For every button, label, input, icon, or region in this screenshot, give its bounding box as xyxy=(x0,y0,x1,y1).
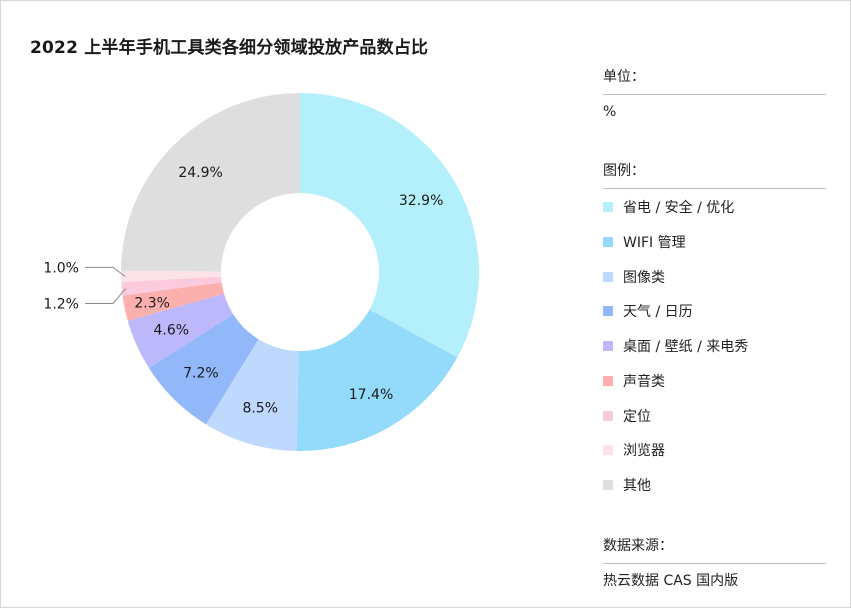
data-label-2: 8.5% xyxy=(242,400,278,416)
slice-1 xyxy=(296,309,458,451)
chart-title: 2022 上半年手机工具类各细分领域投放产品数占比 xyxy=(30,38,429,58)
legend-item-8: 其他 xyxy=(603,475,651,495)
legend-label: 桌面 / 壁纸 / 来电秀 xyxy=(623,339,749,355)
legend-label: 其他 xyxy=(623,478,651,494)
slice-0 xyxy=(300,93,479,358)
unit-section: 单位： xyxy=(603,66,826,95)
slice-8 xyxy=(121,93,300,272)
legend-section: 图例： xyxy=(603,160,826,189)
legend-label: 省电 / 安全 / 优化 xyxy=(623,200,735,216)
legend-swatch xyxy=(603,410,613,421)
legend-label: 图例： xyxy=(603,163,645,179)
source-label: 数据来源： xyxy=(603,538,673,554)
legend-item-7: 浏览器 xyxy=(603,440,665,460)
legend-item-2: 图像类 xyxy=(603,267,665,287)
donut-chart: 32.9% 17.4% 8.5% 7.2% 4.6% 2.3% 1.2% 1.0% 24.9% xyxy=(43,93,479,451)
data-label-0: 32.9% xyxy=(399,193,443,209)
legend-item-5: 声音类 xyxy=(603,371,665,391)
legend-swatch xyxy=(603,236,613,247)
legend-swatch xyxy=(603,341,613,351)
legend-label: 声音类 xyxy=(623,373,665,390)
unit-divider xyxy=(603,94,826,95)
legend-swatch xyxy=(603,375,613,386)
legend-swatch xyxy=(603,271,613,282)
slice-7 xyxy=(121,270,222,283)
source-value: 热云数据 CAS 国内版 xyxy=(603,573,739,589)
source-section: 数据来源： xyxy=(603,535,826,564)
legend-swatch xyxy=(603,480,613,490)
legend-item-3: 天气 / 日历 xyxy=(603,301,693,321)
legend-item-1: WIFI 管理 xyxy=(603,232,686,252)
leader-line-6 xyxy=(85,288,127,304)
source-value-wrap: 热云数据 CAS 国内版 xyxy=(603,570,826,590)
legend-label: 天气 / 日历 xyxy=(623,304,693,321)
legend-label: WIFI 管理 xyxy=(623,234,686,251)
legend-item-6: 定位 xyxy=(603,406,651,426)
legend-divider xyxy=(603,188,826,189)
data-label-7: 1.0% xyxy=(43,260,79,276)
slice-4 xyxy=(127,293,234,368)
slice-6 xyxy=(121,276,222,296)
slice-2 xyxy=(205,339,299,451)
source-divider xyxy=(603,563,826,564)
slice-5 xyxy=(122,282,224,321)
data-label-4: 4.6% xyxy=(154,323,190,339)
unit-value-wrap: % xyxy=(603,104,826,120)
data-label-3: 7.2% xyxy=(183,365,219,381)
legend-label: 浏览器 xyxy=(623,443,665,460)
legend-item-4: 桌面 / 壁纸 / 来电秀 xyxy=(603,336,748,356)
legend-swatch xyxy=(603,202,613,212)
legend-swatch xyxy=(603,306,613,317)
leader-line-7 xyxy=(85,266,126,277)
data-label-5: 2.3% xyxy=(134,296,170,312)
data-label-8: 24.9% xyxy=(178,165,222,181)
legend-label: 定位 xyxy=(623,408,651,425)
slice-3 xyxy=(148,314,259,425)
unit-label: 单位： xyxy=(603,69,645,85)
data-label-6: 1.2% xyxy=(43,296,79,312)
data-label-1: 17.4% xyxy=(349,387,393,403)
legend-label: 图像类 xyxy=(623,269,665,286)
legend-swatch xyxy=(603,445,613,456)
legend-item-0: 省电 / 安全 / 优化 xyxy=(603,197,734,217)
unit-value: % xyxy=(603,104,617,120)
